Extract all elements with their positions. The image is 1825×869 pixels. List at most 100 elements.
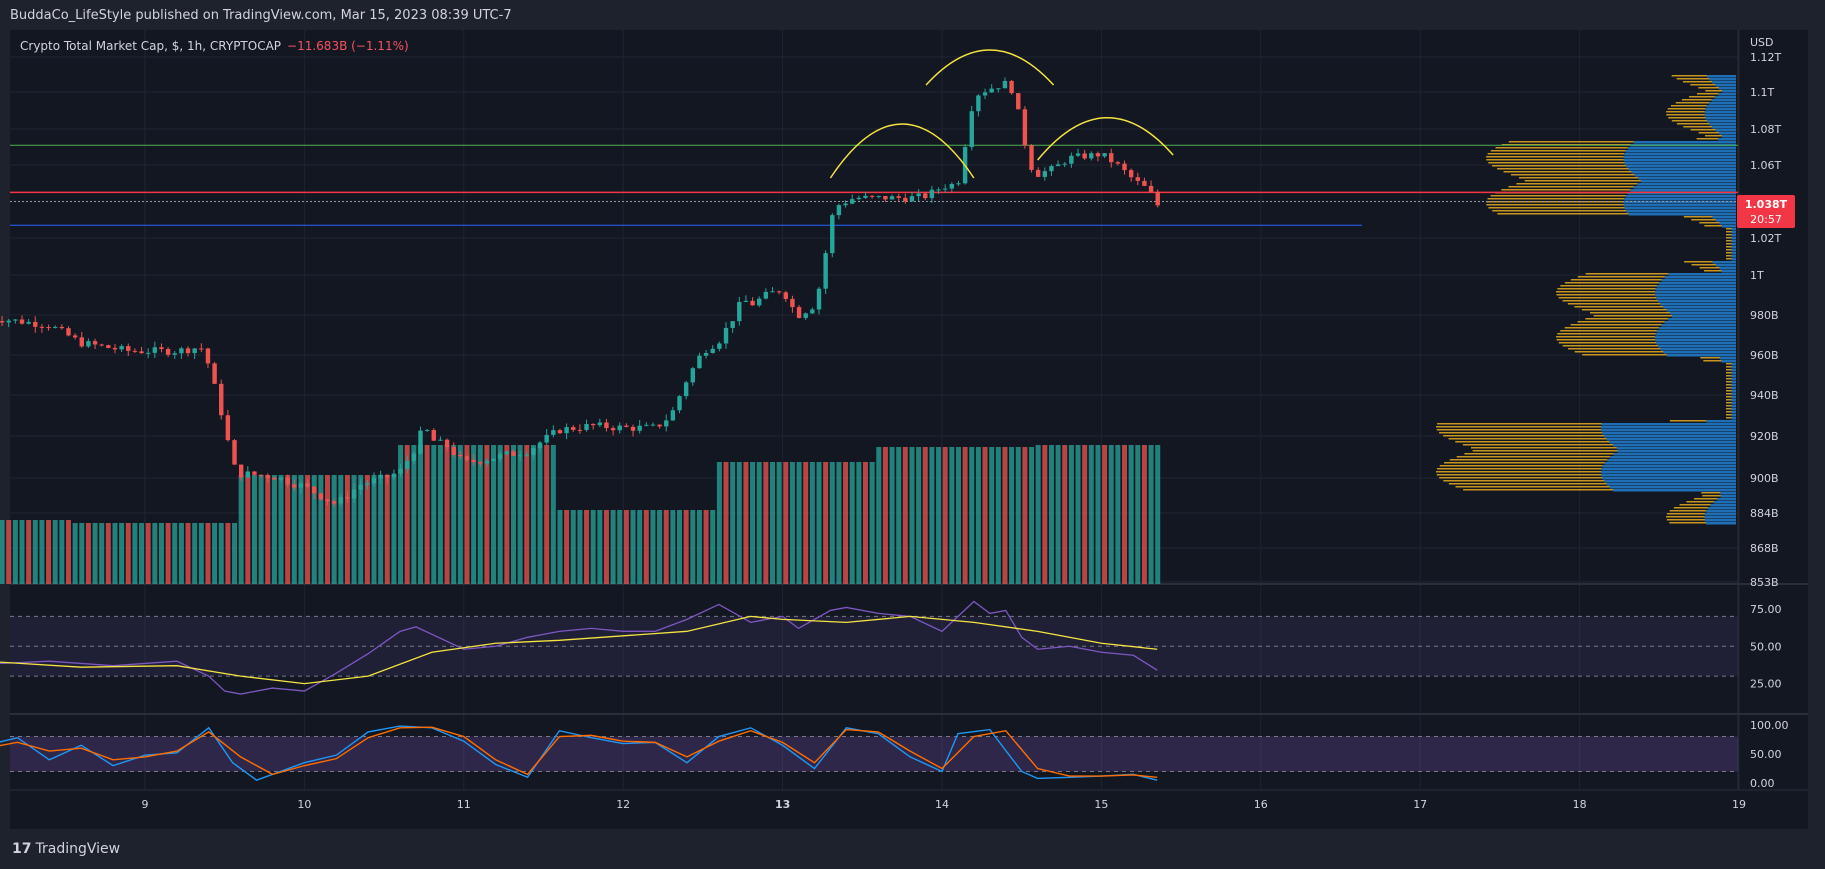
vp-bar-gold — [1439, 465, 1603, 467]
vp-bar-blue — [1731, 228, 1736, 231]
volume-bar — [79, 523, 85, 584]
candle-body — [584, 423, 589, 431]
volume-bar — [1022, 447, 1028, 584]
vp-bar-blue — [1731, 378, 1736, 381]
vp-bar-gold — [1472, 450, 1618, 452]
price-tick-label: 900B — [1750, 472, 1779, 485]
volume-bar — [809, 462, 815, 584]
candle-body — [757, 298, 762, 306]
vp-bar-gold — [1726, 393, 1732, 395]
candle-body — [1002, 80, 1008, 89]
candle-body — [1022, 109, 1028, 146]
vp-bar-gold — [1683, 126, 1713, 128]
vp-bar-gold — [1702, 495, 1721, 497]
vp-bar-blue — [1628, 213, 1736, 216]
price-tick-label: 920B — [1750, 430, 1779, 443]
vp-bar-gold — [1690, 84, 1716, 86]
vp-bar-gold — [1726, 243, 1732, 245]
candle-body — [743, 300, 749, 302]
vp-bar-gold — [1726, 375, 1732, 377]
last-price-tag: 1.038T 20:57 — [1737, 195, 1795, 228]
candle-body — [916, 193, 921, 197]
volume-bar — [46, 520, 52, 584]
vp-bar-blue — [1708, 102, 1736, 105]
candle-body — [929, 189, 935, 199]
vp-bar-blue — [1633, 141, 1736, 144]
candle-body — [1115, 162, 1121, 164]
candle-body — [497, 454, 503, 459]
candle-body — [863, 195, 868, 198]
vp-bar-blue — [1655, 288, 1736, 291]
candle-body — [99, 344, 104, 346]
vp-bar-gold — [1700, 357, 1720, 359]
vp-bar-gold — [1463, 489, 1614, 491]
vp-bar-gold — [1726, 237, 1732, 239]
candle-body — [285, 477, 290, 485]
candle-body — [252, 471, 257, 475]
vp-bar-gold — [1696, 138, 1719, 140]
vp-bar-gold — [1443, 480, 1605, 482]
candle-body — [590, 423, 596, 426]
volume-bar — [1095, 445, 1101, 584]
candle-body — [13, 319, 18, 321]
volume-bar — [803, 462, 809, 584]
vp-bar-blue — [1706, 522, 1736, 525]
candle-body — [205, 348, 211, 364]
volume-bar — [1035, 445, 1041, 584]
volume-bar — [218, 523, 224, 584]
volume-bar — [716, 462, 722, 584]
vp-bar-blue — [1640, 180, 1736, 183]
volume-bar — [584, 510, 590, 584]
vp-bar-gold — [1676, 123, 1710, 125]
vp-bar-gold — [1455, 441, 1610, 443]
vp-bar-gold — [1486, 159, 1624, 161]
vp-bar-blue — [1668, 273, 1736, 276]
volume-bar — [650, 510, 656, 584]
vp-bar-gold — [1726, 258, 1732, 260]
candle-body — [451, 447, 456, 455]
vp-bar-gold — [1437, 468, 1602, 470]
vp-bar-gold — [1560, 330, 1657, 332]
volume-bar — [105, 523, 111, 584]
candle-body — [1029, 145, 1034, 170]
candle-body — [504, 451, 510, 455]
vp-bar-blue — [1624, 207, 1736, 210]
volume-bar — [125, 523, 131, 584]
candle-body — [305, 483, 310, 487]
vp-bar-blue — [1710, 504, 1736, 507]
vp-bar-blue — [1634, 174, 1736, 177]
vp-bar-blue — [1601, 468, 1736, 471]
volume-bar — [856, 462, 862, 584]
candle-body — [33, 321, 38, 327]
vp-bar-gold — [1508, 141, 1634, 143]
tradingview-logo[interactable]: 17 TradingView — [12, 841, 120, 857]
time-tick-label: 10 — [297, 798, 311, 811]
candle-body — [1055, 164, 1061, 167]
candle-body — [717, 343, 722, 349]
volume-bar — [65, 520, 71, 584]
vp-bar-gold — [1726, 405, 1732, 407]
price-tick-label: 1.02T — [1750, 232, 1781, 245]
vp-bar-gold — [1436, 426, 1602, 428]
volume-bar — [1102, 445, 1108, 584]
candle-body — [796, 307, 802, 318]
vp-bar-gold — [1675, 102, 1709, 104]
volume-bar — [205, 523, 211, 584]
candle-body — [1148, 185, 1154, 192]
volume-bar — [577, 510, 583, 584]
vp-bar-gold — [1726, 417, 1732, 419]
vp-bar-blue — [1604, 480, 1736, 483]
candle-body — [942, 188, 948, 190]
vp-bar-blue — [1660, 348, 1736, 351]
candle-body — [1082, 153, 1087, 159]
vp-bar-blue — [1666, 354, 1736, 357]
volume-bar — [1062, 445, 1068, 584]
candle-body — [883, 195, 888, 200]
volume-bar — [12, 520, 18, 584]
candle-body — [1128, 170, 1134, 178]
volume-bar — [265, 475, 271, 584]
candle-body — [571, 427, 576, 430]
vp-bar-gold — [1704, 135, 1723, 137]
volume-bar — [198, 523, 204, 584]
